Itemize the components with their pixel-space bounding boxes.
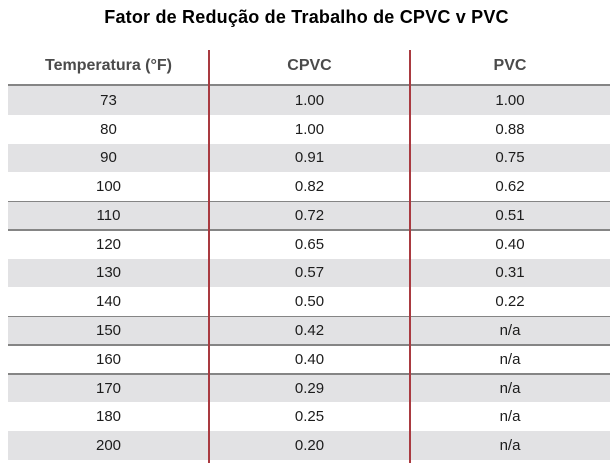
temperature-cell: 160 — [95, 350, 122, 368]
pvc-factor-cell: 0.51 — [495, 206, 525, 224]
temperature-cell: 73 — [100, 91, 117, 109]
cpvc-factor-cell: 0.42 — [294, 322, 325, 339]
table-row: 140 0.50 0.22 — [8, 287, 610, 317]
temperature-cell: 100 — [95, 178, 122, 196]
temperature-cell: 200 — [95, 437, 122, 455]
cpvc-factor-cell: 0.72 — [294, 206, 325, 224]
pvc-factor-cell: 0.62 — [495, 178, 525, 196]
table-row: 110 0.72 0.51 — [8, 201, 610, 231]
temperature-cell: 80 — [100, 120, 117, 138]
table-body: 73 1.00 1.00 80 1.00 0.88 90 0.91 0.75 1… — [8, 86, 610, 460]
temperature-cell: 90 — [100, 149, 117, 167]
table-row: 180 0.25 n/a — [8, 402, 610, 432]
temperature-cell: 150 — [95, 322, 122, 339]
pvc-factor-cell: 0.22 — [495, 293, 525, 311]
table-row: 90 0.91 0.75 — [8, 143, 610, 173]
cpvc-factor-cell: 0.20 — [294, 437, 325, 455]
cpvc-factor-cell: 0.50 — [294, 293, 325, 311]
temperature-cell: 130 — [95, 264, 122, 282]
pvc-factor-cell: n/a — [499, 408, 521, 426]
cpvc-factor-cell: 0.91 — [294, 149, 325, 167]
table-row: 200 0.20 n/a — [8, 431, 610, 460]
table-row: 170 0.29 n/a — [8, 373, 610, 403]
temperature-cell: 170 — [95, 379, 122, 397]
pvc-factor-cell: n/a — [499, 379, 521, 397]
cpvc-factor-cell: 0.57 — [294, 264, 325, 282]
reduction-factor-table: Temperatura (°F) CPVC PVC 73 1.00 1.00 8… — [8, 48, 610, 460]
column-header-cpvc: CPVC — [287, 57, 332, 74]
table-row: 150 0.42 n/a — [8, 316, 610, 346]
temperature-cell: 180 — [95, 408, 122, 426]
pvc-factor-cell: 1.00 — [495, 91, 525, 109]
pvc-factor-cell: n/a — [499, 437, 521, 455]
pvc-factor-cell: 0.75 — [495, 149, 525, 167]
cpvc-factor-cell: 0.82 — [294, 178, 325, 196]
cpvc-factor-cell: 1.00 — [294, 91, 325, 109]
table-row: 160 0.40 n/a — [8, 344, 610, 375]
pvc-factor-cell: 0.31 — [495, 264, 525, 282]
cpvc-factor-cell: 0.25 — [294, 408, 325, 426]
table-title: Fator de Redução de Trabalho de CPVC v P… — [104, 7, 509, 27]
cpvc-factor-cell: 1.00 — [294, 120, 325, 138]
cpvc-factor-cell: 0.65 — [294, 235, 325, 253]
pvc-factor-cell: 0.40 — [495, 235, 525, 253]
cpvc-factor-cell: 0.29 — [294, 379, 325, 397]
temperature-cell: 140 — [95, 293, 122, 311]
pvc-factor-cell: n/a — [499, 322, 521, 339]
column-divider-line-left — [207, 50, 210, 463]
table-row: 80 1.00 0.88 — [8, 114, 610, 144]
pvc-factor-cell: 0.88 — [495, 120, 525, 138]
table-row: 73 1.00 1.00 — [8, 86, 610, 115]
table-row: 100 0.82 0.62 — [8, 172, 610, 202]
column-header-pvc: PVC — [493, 57, 527, 74]
column-header-temperatura: Temperatura (°F) — [44, 57, 172, 74]
table-row: 120 0.65 0.40 — [8, 229, 610, 259]
table-row: 130 0.57 0.31 — [8, 258, 610, 288]
column-divider-line-right — [408, 50, 411, 463]
temperature-cell: 110 — [96, 206, 121, 224]
temperature-cell: 120 — [95, 235, 122, 253]
cpvc-factor-cell: 0.40 — [294, 350, 325, 368]
table-header-row: Temperatura (°F) CPVC PVC — [8, 48, 610, 86]
pvc-factor-cell: n/a — [499, 350, 521, 368]
